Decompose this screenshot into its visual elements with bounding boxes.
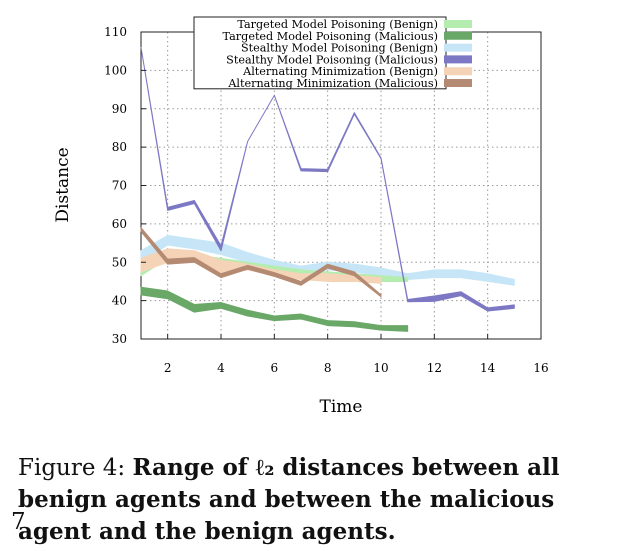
legend: Targeted Model Poisoning (Benign)Targete… [193, 16, 472, 90]
page-number: 7 [11, 509, 26, 535]
legend-label-targeted-model-poisoning-malicious: Targeted Model Poisoning (Malicious) [223, 30, 438, 43]
x-tick-label-6: 6 [271, 361, 279, 375]
caption-label: Figure 4: [18, 455, 126, 481]
series-bands [140, 46, 515, 332]
figure-caption: Figure 4: Range of ℓ₂ distances between … [18, 452, 634, 548]
band-stealthy-model-poisoning-malicious [140, 46, 515, 312]
x-tick-label-12: 12 [427, 361, 442, 375]
legend-label-stealthy-model-poisoning-malicious: Stealthy Model Poisoning (Malicious) [226, 53, 438, 66]
legend-label-alternating-minimization-benign: Alternating Minimization (Benign) [242, 65, 438, 78]
band-alternating-minimization-malicious [140, 227, 382, 298]
legend-label-stealthy-model-poisoning-benign: Stealthy Model Poisoning (Benign) [241, 42, 438, 55]
legend-label-alternating-minimization-malicious: Alternating Minimization (Malicious) [227, 77, 438, 90]
y-tick-label-30: 30 [112, 332, 127, 346]
x-tick-label-16: 16 [533, 361, 548, 375]
x-tick-label-4: 4 [217, 361, 225, 375]
x-tick-label-8: 8 [324, 361, 332, 375]
x-tick-label-2: 2 [164, 361, 172, 375]
y-tick-label-90: 90 [112, 102, 127, 116]
y-axis-label: Distance [53, 147, 73, 222]
y-tick-label-100: 100 [104, 63, 127, 77]
axis-ticks: 2 4 6 8 10 12 14 16 30 40 50 60 70 80 90 100 110 [104, 25, 549, 375]
legend-label-targeted-model-poisoning-benign: Targeted Model Poisoning (Benign) [237, 18, 438, 31]
y-tick-label-70: 70 [112, 179, 127, 193]
x-tick-label-10: 10 [373, 361, 388, 375]
chart: 2 4 6 8 10 12 14 16 30 40 50 60 70 80 90 100 110 Time Di… [53, 16, 549, 417]
x-tick-label-14: 14 [480, 361, 496, 375]
y-tick-label-80: 80 [112, 140, 127, 154]
caption-text: Range of ℓ₂ distances between all benign… [18, 454, 560, 545]
y-tick-label-60: 60 [112, 217, 127, 231]
band-targeted-model-poisoning-malicious [140, 286, 409, 332]
legend-box [193, 16, 447, 90]
y-tick-label-110: 110 [104, 25, 127, 39]
x-axis-label: Time [320, 397, 363, 417]
y-tick-label-40: 40 [112, 294, 127, 308]
y-tick-label-50: 50 [112, 255, 127, 269]
